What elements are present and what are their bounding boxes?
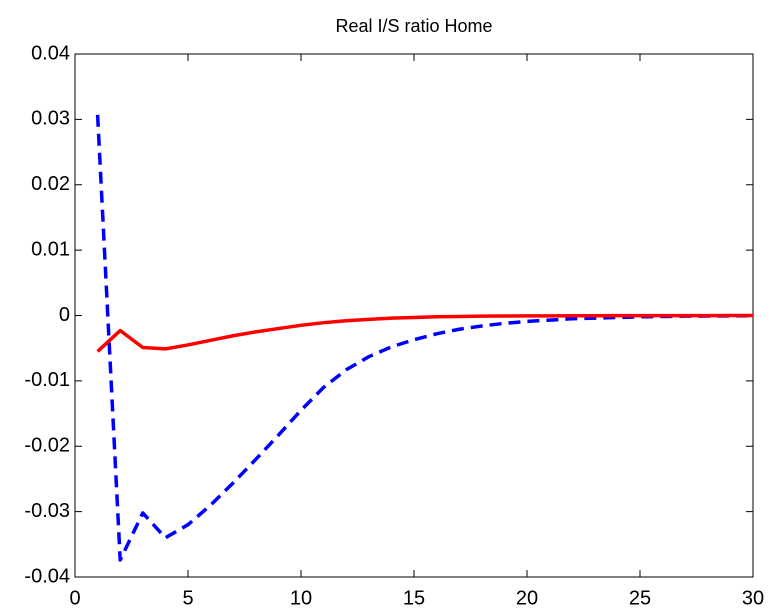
y-tick-label: 0.01 <box>31 238 70 260</box>
x-tick-label: 30 <box>742 587 764 609</box>
y-tick-label: 0.03 <box>31 108 70 130</box>
y-tick-label: 0.04 <box>31 42 70 64</box>
x-tick-label: 10 <box>290 587 312 609</box>
x-tick-label: 15 <box>403 587 425 609</box>
y-tick-label: -0.04 <box>24 565 70 587</box>
x-tick-label: 0 <box>69 587 80 609</box>
y-tick-label: -0.01 <box>24 369 70 391</box>
x-tick-label: 5 <box>182 587 193 609</box>
y-tick-label: 0 <box>59 304 70 326</box>
y-tick-label: -0.03 <box>24 500 70 522</box>
y-tick-label: -0.02 <box>24 435 70 457</box>
x-tick-label: 20 <box>516 587 538 609</box>
x-tick-label: 25 <box>629 587 651 609</box>
series-line <box>96 313 753 353</box>
chart-title: Real I/S ratio Home <box>335 16 492 36</box>
y-tick-label: 0.02 <box>31 173 70 195</box>
